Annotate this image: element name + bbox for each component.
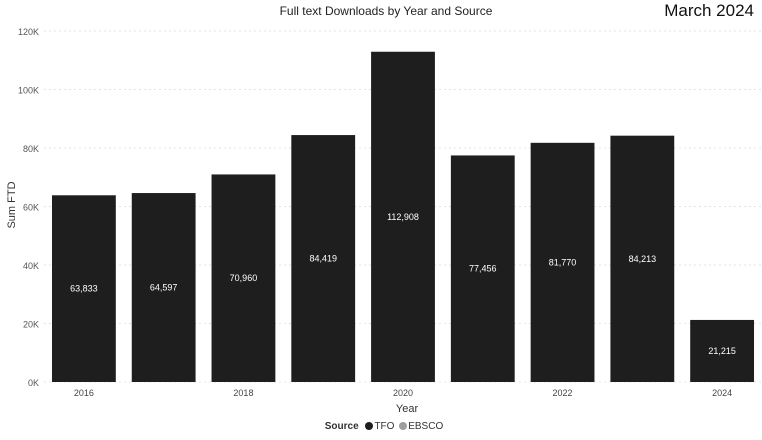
- y-axis-ticks: 0K 20K 40K 60K 80K 100K 120K: [18, 27, 39, 388]
- y-tick-label: 80K: [23, 144, 39, 154]
- data-label: 77,456: [469, 264, 497, 274]
- x-tick-label: 2016: [74, 388, 94, 398]
- legend-swatch-tfo: [365, 422, 374, 430]
- data-label: 64,597: [150, 283, 178, 293]
- x-tick-label: 2018: [233, 388, 253, 398]
- data-label: 63,833: [70, 284, 98, 294]
- legend-title: Source: [324, 421, 359, 432]
- chart-title: Full text Downloads by Year and Source: [279, 4, 493, 18]
- legend-item-ebsco[interactable]: EBSCO: [408, 421, 444, 432]
- legend-swatch-ebsco: [399, 422, 408, 430]
- data-label: 70,960: [230, 273, 258, 283]
- bar-2018[interactable]: [211, 174, 276, 382]
- y-tick-label: 40K: [23, 261, 39, 271]
- bar-2024[interactable]: [690, 319, 755, 382]
- data-label: 112,908: [387, 212, 419, 222]
- bar-2017[interactable]: [131, 193, 196, 382]
- legend: Source TFO EBSCO: [0, 421, 762, 432]
- data-label: 84,419: [309, 254, 337, 264]
- y-tick-label: 20K: [23, 320, 39, 330]
- report-date-label: March 2024: [664, 1, 754, 20]
- bar-2021[interactable]: [450, 155, 515, 382]
- bars: [51, 51, 755, 382]
- data-label: 84,213: [629, 254, 657, 264]
- bar-2023[interactable]: [610, 135, 675, 382]
- bar-2019[interactable]: [291, 135, 356, 382]
- x-axis-ticks: 2016 2018 2020 2022 2024: [74, 388, 732, 398]
- bar-2016[interactable]: [51, 195, 116, 382]
- y-tick-label: 100K: [18, 86, 39, 96]
- data-label: 81,770: [549, 257, 577, 267]
- y-tick-label: 0K: [28, 378, 39, 388]
- y-tick-label: 60K: [23, 203, 39, 213]
- bar-2020[interactable]: [371, 51, 435, 382]
- y-tick-label: 120K: [18, 27, 39, 37]
- y-axis-title: Sum FTD: [6, 181, 18, 228]
- bar-2022[interactable]: [530, 142, 595, 382]
- legend-item-tfo[interactable]: TFO: [374, 421, 395, 432]
- data-label: 21,215: [708, 346, 736, 356]
- x-axis-title: Year: [396, 403, 419, 415]
- x-tick-label: 2024: [712, 388, 732, 398]
- x-tick-label: 2022: [553, 388, 573, 398]
- data-labels: 63,833 64,597 70,960 84,419 112,908 77,456 81,…: [70, 212, 736, 356]
- x-tick-label: 2020: [393, 388, 413, 398]
